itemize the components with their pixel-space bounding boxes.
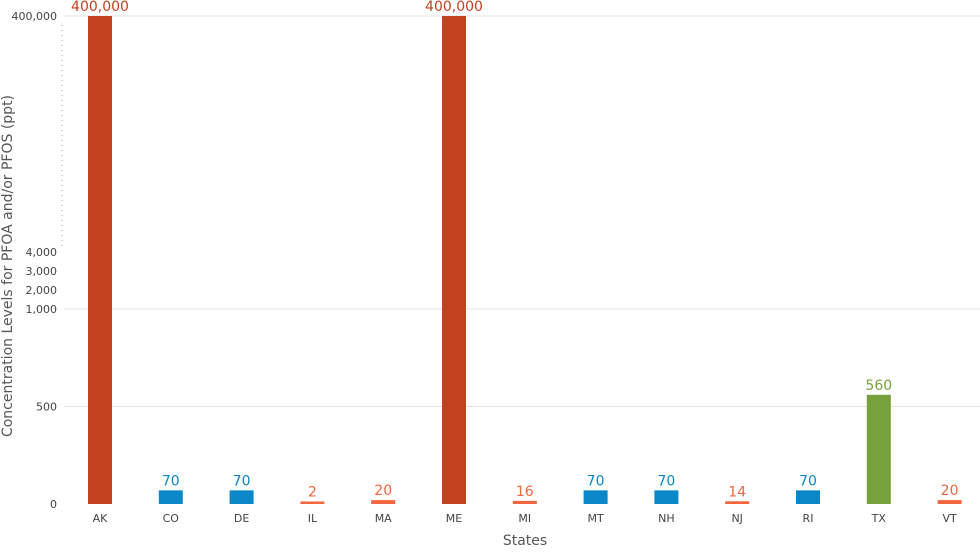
y-tick-label: 3,000 — [26, 265, 58, 278]
y-tick-label: 0 — [50, 498, 57, 511]
bar-tx — [866, 394, 891, 504]
data-label: 2 — [308, 485, 317, 501]
y-axis-title: Concentration Levels for PFOA and/or PFO… — [0, 95, 16, 437]
bar-co — [158, 490, 183, 504]
data-label: 70 — [233, 473, 251, 489]
x-tick-label: IL — [308, 512, 318, 525]
x-tick-label: CO — [163, 512, 180, 525]
x-axis-title: States — [503, 533, 547, 549]
y-tick-label: 2,000 — [26, 284, 58, 297]
data-label: 400,000 — [425, 0, 483, 15]
x-tick-label: TX — [871, 512, 887, 525]
x-tick-label: ME — [446, 512, 462, 525]
data-label: 70 — [657, 473, 675, 489]
data-label: 70 — [162, 473, 180, 489]
bar-vt — [937, 500, 962, 504]
y-tick-label: 1,000 — [26, 303, 58, 316]
data-label: 400,000 — [71, 0, 129, 15]
x-tick-label: NJ — [731, 512, 742, 525]
x-tick-label: MI — [518, 512, 531, 525]
bar-mi — [512, 500, 537, 504]
bar-ma — [371, 500, 396, 504]
bar-de — [229, 490, 254, 504]
bar-il — [300, 501, 325, 504]
data-label: 20 — [374, 483, 392, 499]
bar-mt — [583, 490, 608, 504]
x-tick-label: VT — [942, 512, 957, 525]
data-label: 560 — [865, 378, 892, 394]
data-label: 14 — [728, 484, 746, 500]
y-tick-label: 500 — [36, 401, 57, 414]
x-tick-label: AK — [93, 512, 109, 525]
data-label: 70 — [799, 473, 817, 489]
bar-nh — [654, 490, 679, 504]
x-tick-label: MA — [375, 512, 392, 525]
bar-nj — [725, 501, 750, 504]
y-tick-label: 400,000 — [12, 10, 58, 23]
data-label: 70 — [587, 473, 605, 489]
data-label: 20 — [941, 483, 959, 499]
y-tick-label: 4,000 — [26, 246, 58, 259]
data-label: 16 — [516, 484, 534, 500]
x-tick-label: NH — [658, 512, 675, 525]
bar-ak — [88, 16, 112, 504]
bar-ri — [796, 490, 820, 504]
x-tick-label: DE — [234, 512, 249, 525]
bar-me — [442, 16, 466, 504]
x-tick-label: RI — [803, 512, 814, 525]
x-tick-label: MT — [587, 512, 603, 525]
